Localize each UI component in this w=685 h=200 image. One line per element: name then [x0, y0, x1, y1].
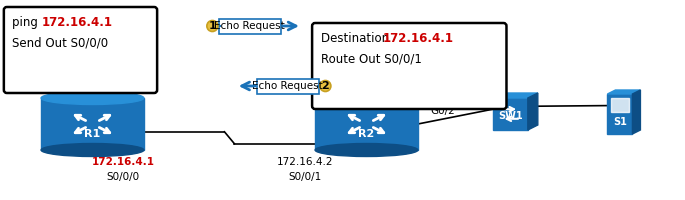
- Text: Send Out S0/0/0: Send Out S0/0/0: [12, 36, 108, 49]
- Text: S1: S1: [613, 117, 627, 127]
- Text: G0/2: G0/2: [430, 106, 456, 116]
- Text: Route Out S0/0/1: Route Out S0/0/1: [321, 52, 422, 66]
- Text: 172.16.4.1: 172.16.4.1: [92, 157, 155, 167]
- Text: R1: R1: [84, 129, 101, 139]
- Ellipse shape: [41, 92, 144, 104]
- Ellipse shape: [315, 92, 418, 104]
- Polygon shape: [608, 90, 640, 94]
- Ellipse shape: [41, 144, 144, 156]
- Polygon shape: [315, 98, 418, 150]
- Text: 172.16.4.2: 172.16.4.2: [277, 157, 333, 167]
- Circle shape: [207, 21, 218, 31]
- Text: S0/0/0: S0/0/0: [107, 172, 140, 182]
- FancyBboxPatch shape: [219, 19, 281, 33]
- Text: Destination: Destination: [321, 32, 393, 46]
- Polygon shape: [493, 93, 538, 98]
- Text: 1: 1: [208, 21, 216, 31]
- Circle shape: [320, 81, 331, 92]
- Polygon shape: [528, 93, 538, 130]
- FancyBboxPatch shape: [4, 7, 157, 93]
- Text: Echo Request: Echo Request: [214, 21, 285, 31]
- Text: SW1: SW1: [498, 111, 523, 121]
- Text: 172.16.4.1: 172.16.4.1: [383, 32, 454, 46]
- Text: Echo Request: Echo Request: [253, 81, 323, 91]
- Text: ping: ping: [12, 16, 42, 29]
- Polygon shape: [611, 98, 629, 112]
- Text: R2: R2: [358, 129, 375, 139]
- Polygon shape: [41, 98, 144, 150]
- Text: S0/0/1: S0/0/1: [288, 172, 321, 182]
- Polygon shape: [632, 90, 640, 134]
- Ellipse shape: [315, 144, 418, 156]
- Polygon shape: [493, 98, 528, 130]
- Text: 172.16.4.1: 172.16.4.1: [41, 16, 112, 29]
- FancyBboxPatch shape: [257, 79, 319, 94]
- FancyBboxPatch shape: [312, 23, 506, 109]
- Polygon shape: [608, 94, 632, 134]
- Text: 2: 2: [321, 81, 329, 91]
